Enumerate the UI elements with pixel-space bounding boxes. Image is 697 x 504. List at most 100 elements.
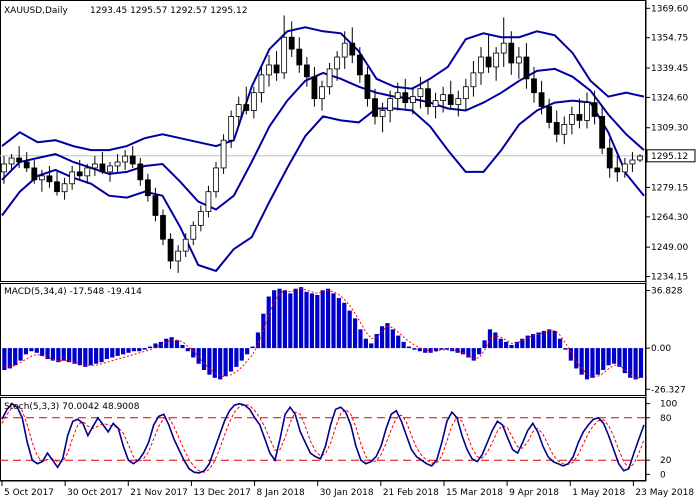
candle: [553, 110, 560, 143]
candle-body: [402, 92, 409, 103]
macd-bar: [245, 348, 250, 355]
price-tick-label: 1234.15: [651, 273, 688, 283]
candle-body: [281, 36, 288, 74]
macd-bar: [347, 310, 352, 349]
macd-bar: [417, 348, 422, 352]
macd-bar: [18, 348, 23, 361]
macd-bar: [460, 348, 466, 355]
macd-bar: [379, 326, 385, 349]
candle-body: [417, 88, 424, 98]
candle-body: [591, 102, 598, 117]
macd-bar: [304, 291, 309, 349]
macd-bar: [352, 318, 358, 349]
candle: [250, 86, 257, 119]
candle-body: [485, 56, 492, 68]
candle-body: [84, 167, 91, 177]
macd-bar: [374, 334, 379, 349]
price-tick-label: 1264.30: [651, 213, 688, 223]
macd-bar: [320, 290, 325, 349]
macd-bar: [191, 348, 196, 358]
candle-body: [114, 161, 121, 167]
candle: [538, 80, 545, 115]
macd-bar: [272, 290, 277, 349]
candle: [447, 80, 454, 109]
candle: [455, 90, 462, 117]
macd-bar: [104, 348, 109, 360]
candle: [23, 152, 30, 172]
macd-bar: [633, 348, 638, 380]
macd-bar: [439, 348, 444, 350]
candle-body: [107, 165, 113, 173]
candle: [144, 173, 151, 202]
candle: [409, 86, 416, 115]
macd-bar: [137, 348, 142, 352]
candle: [160, 209, 166, 246]
candle-body: [175, 250, 182, 262]
candle: [629, 152, 636, 172]
macd-bar: [239, 348, 244, 361]
candle-body: [38, 175, 45, 181]
stoch-layer: [0, 402, 646, 474]
macd-tick-label: 0.00: [651, 344, 671, 354]
macd-bar: [455, 348, 460, 353]
candle-body: [334, 56, 341, 70]
candle: [379, 102, 386, 133]
time-tick-label: 9 Apr 2018: [509, 488, 559, 498]
bollinger-middle: [1, 67, 645, 211]
candle: [584, 92, 590, 129]
candle: [205, 185, 212, 218]
macd-bar: [595, 348, 600, 375]
candle-body: [455, 98, 462, 105]
candle: [152, 187, 159, 222]
macd-bar: [590, 348, 595, 378]
candle-body: [311, 76, 318, 100]
macd-bar: [433, 348, 439, 352]
candle-body: [31, 167, 38, 181]
candle-body: [432, 100, 439, 107]
candle: [576, 98, 583, 129]
macd-bar: [638, 348, 644, 378]
candle-body: [553, 121, 560, 135]
stoch-tick-label: 0: [660, 470, 666, 480]
candle: [122, 150, 129, 170]
candle-body: [61, 183, 68, 193]
candle: [190, 221, 197, 246]
macd-bar: [390, 329, 395, 349]
candle: [235, 96, 242, 127]
candle: [91, 156, 98, 176]
time-tick-label: 1 May 2018: [572, 488, 625, 498]
candle: [228, 110, 235, 149]
candle: [432, 92, 439, 119]
time-tick-label: 30 Oct 2017: [67, 488, 123, 498]
candle-body: [614, 167, 621, 173]
macd-bar: [574, 348, 579, 369]
macd-bar: [201, 348, 207, 370]
candle-body: [129, 155, 136, 165]
candle-body: [599, 116, 606, 149]
macd-bar: [7, 348, 12, 369]
time-tick-label: 15 Mar 2018: [446, 488, 503, 498]
macd-bar: [584, 348, 590, 380]
time-tick-label: 8 Jan 2018: [257, 488, 305, 498]
candle: [99, 152, 106, 174]
macd-bar: [514, 341, 520, 349]
price-title: XAUUSD,Daily: [4, 6, 68, 16]
time-tick-label: 21 Feb 2018: [383, 488, 439, 498]
macd-bar: [547, 329, 552, 349]
candle: [364, 66, 371, 107]
macd-bar: [120, 348, 126, 355]
macd-bar: [2, 348, 7, 370]
candle: [84, 163, 91, 184]
macd-bar: [579, 348, 584, 375]
macd-bar: [563, 348, 568, 350]
macd-bar: [363, 338, 368, 349]
candle-body: [462, 86, 469, 100]
macd-bar: [504, 341, 509, 349]
price-tick-label: 1354.75: [651, 34, 688, 44]
price-tick-label: 1339.45: [651, 64, 688, 74]
bollinger-lower: [1, 99, 645, 273]
macd-bar: [13, 348, 18, 366]
candle: [243, 86, 250, 115]
candle: [341, 31, 348, 69]
candle: [621, 158, 628, 178]
